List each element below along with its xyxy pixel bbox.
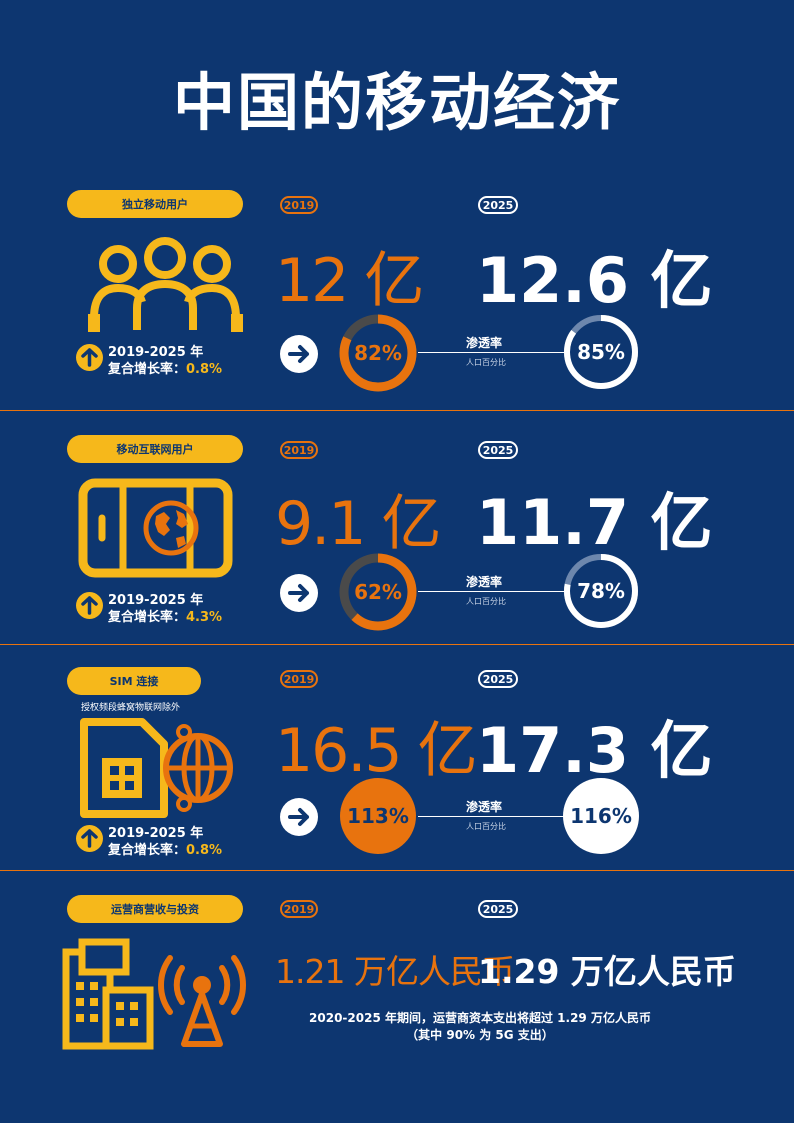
penetration-ring-2025: 85% [561,312,641,392]
growth-label: 复合增长率： [108,362,187,377]
phone-globe-icon [78,478,233,578]
value-2025: 12.6 亿 [476,244,713,317]
section-divider [0,410,794,411]
growth-label: 复合增长率： [108,610,187,625]
sim-note: 授权频段蜂窝物联网除外 [81,703,181,713]
year-badge-2019: 2019 [280,670,318,688]
penetration-sub: 人口百分比 [466,597,506,606]
capex-note-line2: （其中 90% 为 5G 支出） [406,1028,554,1042]
year-badge-2019: 2019 [280,196,318,214]
penetration-2025: 78% [577,579,625,603]
penetration-ring-2025: 78% [561,551,641,631]
section-label-unique-users: 独立移动用户 [67,190,243,218]
arrow-right-icon [280,574,318,612]
penetration-2019: 82% [354,341,402,365]
growth-period: 2019-2025 年 [108,593,204,608]
penetration-ring-2025: 116% [561,776,641,856]
arrow-up-icon [76,825,103,852]
page-title: 中国的移动经济 [172,66,621,139]
penetration-label: 渗透率 [466,336,503,350]
section-label-mobile-internet: 移动互联网用户 [67,435,243,463]
year-badge-2025: 2025 [478,196,518,214]
capex-note-line1: 2020-2025 年期间，运营商资本支出将超过 1.29 万亿人民币 [309,1011,651,1025]
value-2025: 11.7 亿 [476,486,713,559]
growth-period: 2019-2025 年 [108,826,204,841]
year-badge-2025: 2025 [478,900,518,918]
penetration-sub: 人口百分比 [466,822,506,831]
growth-label: 复合增长率： [108,843,187,858]
arrow-right-icon [280,335,318,373]
arrow-up-icon [76,344,103,371]
arrow-right-icon [280,798,318,836]
revenue-2019: 1.21 万亿人民币 [275,952,515,991]
penetration-2019: 62% [354,580,402,604]
penetration-ring-2019: 82% [338,313,418,393]
growth-period: 2019-2025 年 [108,345,204,360]
connector-line [418,591,564,592]
value-2019: 9.1 亿 [275,489,441,559]
sim-globe-icon [80,718,233,818]
value-2019: 12 亿 [275,246,424,316]
penetration-ring-2019: 113% [338,776,418,856]
year-badge-2019: 2019 [280,441,318,459]
arrow-up-icon [76,592,103,619]
connector-line [418,816,564,817]
penetration-2025: 85% [577,340,625,364]
growth-value: 4.3% [186,610,223,625]
year-badge-2025: 2025 [478,670,518,688]
penetration-sub: 人口百分比 [466,358,506,367]
penetration-label: 渗透率 [466,800,503,814]
value-2025: 17.3 亿 [476,714,713,787]
penetration-label: 渗透率 [466,575,503,589]
growth-value: 0.8% [186,362,223,377]
year-badge-2025: 2025 [478,441,518,459]
value-2019: 16.5 亿 [275,716,478,786]
section-label-operator-revenue: 运营商营收与投资 [67,895,243,923]
year-badge-2019: 2019 [280,900,318,918]
revenue-2025: 1.29 万亿人民币 [478,952,736,991]
growth-value: 0.8% [186,843,223,858]
penetration-ring-2019: 62% [338,552,418,632]
users-icon [88,237,243,332]
connector-line [418,352,564,353]
penetration-2019: 113% [347,804,409,828]
section-divider [0,644,794,645]
buildings-tower-icon [62,938,246,1050]
section-label-sim-connections: SIM 连接 [67,667,201,695]
section-divider [0,870,794,871]
penetration-2025: 116% [570,804,632,828]
